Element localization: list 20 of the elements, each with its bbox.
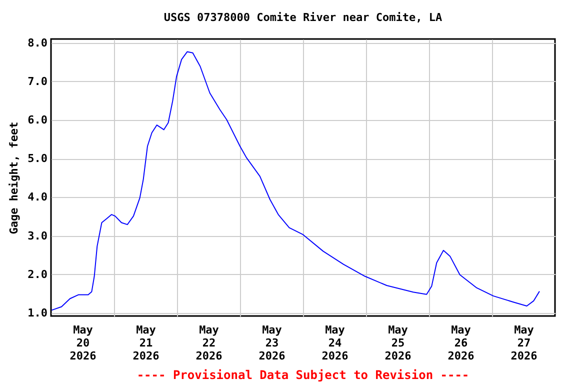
text: ---- Provisional Data Subject to Revision ---- (136, 368, 470, 382)
y-tick-label: 2.0 (28, 268, 48, 281)
x-tick-label: May 22 2026 (196, 324, 223, 362)
x-tick-label: May 23 2026 (258, 324, 286, 362)
y-tick-label: 5.0 (28, 152, 48, 166)
x-tick-label: May 26 2026 (448, 324, 475, 362)
y-tick-label: 8.0 (28, 36, 48, 50)
line-series (51, 51, 540, 311)
y-tick-label: 7.0 (28, 74, 48, 88)
y-tick-label: 3.0 (28, 229, 48, 242)
y-tick-label: 6.0 (28, 114, 48, 127)
x-tick-label: May 24 2026 (322, 324, 349, 362)
y-tick-label: 4.0 (28, 190, 48, 204)
y-tick-label: 1.0 (28, 306, 48, 320)
chart-title: USGS 07378000 Comite River near Comite, LA (164, 10, 442, 24)
x-tick-label: May 21 2026 (132, 324, 160, 362)
y-axis-title: Gage height, feet (8, 122, 21, 234)
x-tick-label: May 27 2026 (510, 324, 538, 362)
x-tick-label: May 25 2026 (384, 324, 412, 362)
x-tick-label: May 20 2026 (70, 324, 97, 362)
